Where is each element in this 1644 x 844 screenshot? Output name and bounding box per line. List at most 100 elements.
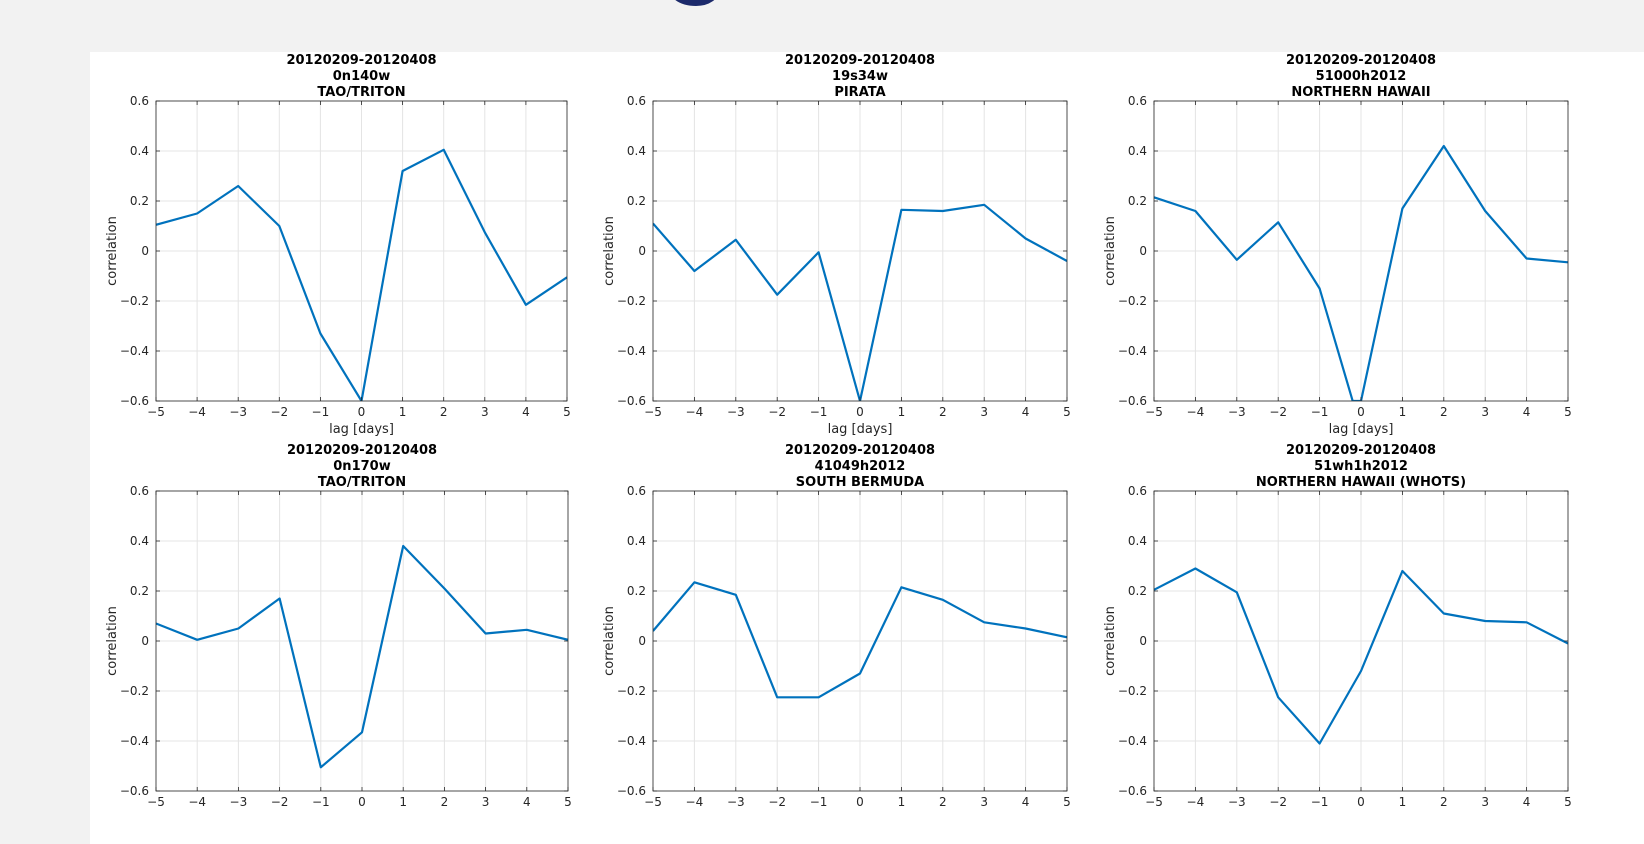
x-tick-label: −3 [230, 795, 248, 809]
x-tick-label: −2 [271, 795, 289, 809]
x-tick-label: −4 [1187, 795, 1205, 809]
x-tick-label: 0 [1357, 795, 1365, 809]
x-tick-label: 0 [358, 405, 366, 419]
x-tick-label: 0 [856, 795, 864, 809]
y-tick-label: 0 [638, 634, 646, 648]
x-tick-label: −4 [188, 405, 206, 419]
x-tick-label: −4 [188, 795, 206, 809]
subplot-title-line: 20120209-20120408 [1286, 53, 1436, 68]
y-tick-label: 0.4 [1128, 144, 1147, 158]
x-tick-label: 1 [898, 795, 906, 809]
subplot-title-line: 20120209-20120408 [785, 53, 935, 68]
x-tick-label: −1 [312, 795, 330, 809]
y-axis-label: correlation [1103, 606, 1118, 676]
subplot-5: −5 −4 −3 −2 −1 0 1 2 3 4 5 0.6 0.4 0.2 0 −0.2 −0.4 −0.6 20… [602, 443, 1071, 809]
y-tick-label: 0 [141, 244, 149, 258]
y-tick-label: −0.4 [120, 734, 149, 748]
y-tick-label: −0.6 [617, 394, 646, 408]
figure-canvas: −5 −4 −3 −2 −1 0 1 2 3 4 50.60.40.20−0.2−0.4−0.620… [105, 53, 1572, 809]
y-tick-label: 0.4 [130, 534, 149, 548]
x-tick-label: 5 [1564, 405, 1572, 419]
x-tick-label: −3 [1228, 795, 1246, 809]
x-tick-label: −5 [644, 795, 662, 809]
x-axis-label: lag [days] [1329, 422, 1394, 437]
subplot-1: −5 −4 −3 −2 −1 0 1 2 3 4 5 0.6 0.4 0.2 0 −0.2 −0.4 −0.6 20… [105, 53, 571, 437]
subplot-3: −5 −4 −3 −2 −1 0 1 2 3 4 5 0.6 0.4 0.2 0 −0.2 −0.4 −0.6 20… [1103, 53, 1572, 437]
y-tick-label: 0.2 [130, 194, 149, 208]
x-tick-label: −5 [644, 405, 662, 419]
x-tick-label: 0 [358, 795, 366, 809]
subplot-title-line: 19s34w [832, 69, 888, 84]
x-tick-label: −2 [270, 405, 288, 419]
subplot-title-line: 51000h2012 [1316, 69, 1407, 84]
x-tick-label: −5 [147, 405, 165, 419]
x-tick-label: −3 [727, 795, 745, 809]
x-tick-label: 0 [856, 405, 864, 419]
y-axis-label: correlation [602, 606, 617, 676]
y-axis-label: correlation [602, 216, 617, 286]
x-tick-label: −1 [1311, 795, 1329, 809]
x-tick-label: 2 [1440, 795, 1448, 809]
x-tick-label: −2 [1269, 405, 1287, 419]
subplot-title-line: TAO/TRITON [318, 475, 406, 490]
x-tick-label: −1 [1311, 405, 1329, 419]
subplot-title-line: 20120209-20120408 [785, 443, 935, 458]
x-tick-label: 3 [1481, 405, 1489, 419]
subplot-title-line: NORTHERN HAWAII [1291, 85, 1430, 100]
series-line [1154, 144, 1568, 401]
x-tick-label: 4 [523, 795, 531, 809]
y-tick-label: 0 [1139, 244, 1147, 258]
x-tick-label: 4 [1022, 795, 1030, 809]
x-tick-label: 3 [481, 405, 489, 419]
x-tick-label: −3 [229, 405, 247, 419]
y-tick-label: 0.2 [1128, 584, 1147, 598]
x-tick-label: 4 [1523, 795, 1531, 809]
y-tick-label: 0.2 [627, 194, 646, 208]
x-tick-label: 2 [441, 795, 449, 809]
y-tick-label: 0.2 [1128, 194, 1147, 208]
y-tick-label: 0.2 [627, 584, 646, 598]
y-axis-label: correlation [105, 606, 120, 676]
y-axis-label: correlation [105, 216, 120, 286]
x-tick-label: 1 [1399, 405, 1407, 419]
x-tick-label: −2 [768, 795, 786, 809]
x-tick-label: 2 [1440, 405, 1448, 419]
subplot-title-line: SOUTH BERMUDA [796, 475, 924, 490]
subplot-title-line: 0n140w [333, 69, 390, 84]
y-tick-label: −0.2 [1118, 294, 1147, 308]
x-tick-label: −5 [1145, 405, 1163, 419]
subplot-4: −5 −4 −3 −2 −1 0 1 2 3 4 5 0.6 0.4 0.2 0 −0.2 −0.4 −0.6 20… [105, 443, 572, 809]
x-tick-label: −1 [810, 795, 828, 809]
x-axis-label: lag [days] [329, 422, 394, 437]
y-tick-label: −0.2 [1118, 684, 1147, 698]
y-tick-label: −0.4 [1118, 734, 1147, 748]
x-tick-label: 1 [399, 795, 407, 809]
y-axis-label: correlation [1103, 216, 1118, 286]
subplot-title-line: PIRATA [834, 85, 885, 100]
x-tick-label: −1 [312, 405, 330, 419]
x-tick-label: 4 [522, 405, 530, 419]
y-tick-label: 0.2 [130, 584, 149, 598]
y-tick-label: 0.6 [1128, 94, 1147, 108]
y-tick-label: −0.6 [120, 394, 149, 408]
y-tick-label: 0.4 [1128, 534, 1147, 548]
y-tick-label: 0.4 [130, 144, 149, 158]
subplot-title-line: 20120209-20120408 [286, 53, 436, 68]
y-tick-label: 0.6 [627, 484, 646, 498]
x-tick-label: 5 [1063, 795, 1071, 809]
x-tick-label: 4 [1523, 405, 1531, 419]
series-line [653, 203, 1067, 401]
y-tick-label: 0.4 [627, 144, 646, 158]
y-tick-label: −0.6 [617, 784, 646, 798]
x-tick-label: −5 [147, 795, 165, 809]
x-tick-label: −1 [810, 405, 828, 419]
y-tick-label: −0.2 [120, 684, 149, 698]
x-axis-label: lag [days] [828, 422, 893, 437]
subplot-title-line: 20120209-20120408 [1286, 443, 1436, 458]
y-tick-label: −0.4 [1118, 344, 1147, 358]
x-tick-label: −2 [768, 405, 786, 419]
y-tick-label: 0.6 [130, 94, 149, 108]
y-tick-label: −0.6 [1118, 394, 1147, 408]
subplot-2: −5 −4 −3 −2 −1 0 1 2 3 4 5 0.6 0.4 0.2 0 −0.2 −0.4 −0.6 20… [602, 53, 1071, 437]
x-tick-label: −3 [727, 405, 745, 419]
